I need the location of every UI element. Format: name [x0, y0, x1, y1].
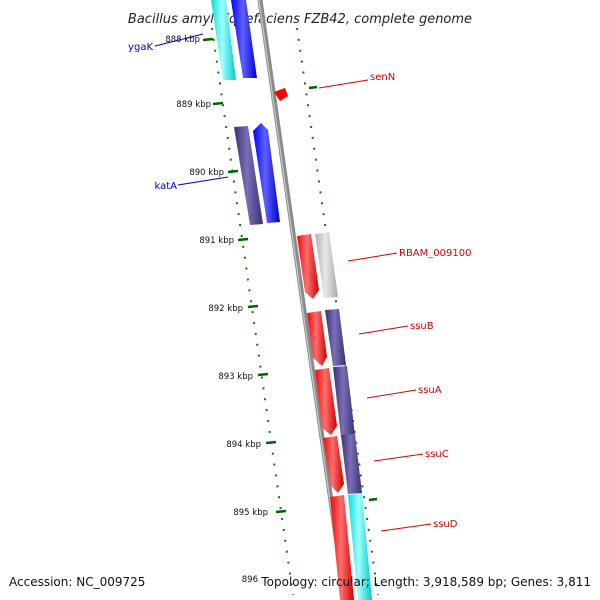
tick-889 — [212, 101, 224, 106]
ssuD-leader — [380, 523, 432, 532]
tick-label-896: 896 — [242, 575, 258, 585]
tick-label-889: 889 kbp — [176, 100, 211, 110]
gene-label-ssuA[interactable]: ssuA — [418, 385, 442, 396]
tick-label-888: 888 kbp — [165, 35, 200, 45]
tick-890 — [227, 169, 239, 174]
gene-label-ygaK[interactable]: ygaK — [128, 42, 153, 53]
ssuD-red-arrow[interactable] — [330, 495, 354, 600]
tick-895 — [275, 509, 287, 514]
katA-leader — [177, 176, 229, 186]
tick-894 — [265, 440, 277, 445]
RBAM-leader — [347, 252, 398, 262]
ygaK-leader — [154, 33, 204, 47]
RBAM-009100-grey-bar[interactable] — [315, 232, 338, 298]
tick-label-892: 892 kbp — [208, 304, 243, 314]
ssuA-red-arrow[interactable] — [315, 368, 337, 435]
gene-label-ssuC[interactable]: ssuC — [425, 449, 449, 460]
ssuB-navy-bar[interactable] — [325, 309, 346, 366]
topology-text: Topology: circular; Length: 3,918,589 bp… — [260, 575, 591, 589]
tick-891 — [237, 237, 249, 242]
senN-leader — [318, 79, 369, 89]
katA-blue-arrow[interactable] — [253, 123, 280, 223]
ssuB-leader — [358, 325, 409, 335]
ssuD-cyan-bar[interactable] — [348, 493, 372, 600]
tick-893 — [257, 372, 269, 377]
ygaK-cyan-bar[interactable] — [211, 0, 236, 80]
gene-label-ssuD[interactable]: ssuD — [433, 519, 458, 530]
map-title: Bacillus amyloliquefaciens FZB42, comple… — [128, 12, 472, 27]
gene-label-katA[interactable]: katA — [154, 181, 177, 192]
kbp-ticks — [202, 37, 378, 514]
leader-lines — [154, 33, 432, 532]
tick-892 — [247, 304, 259, 309]
ssuC-red-arrow[interactable] — [323, 436, 344, 493]
gene-label-senN[interactable]: senN — [370, 72, 395, 83]
outer-guide-left — [211, 27, 294, 596]
RBAM-009100-red-arrow[interactable] — [297, 234, 319, 299]
tick-label-895: 895 kbp — [233, 508, 268, 518]
gene-label-RBAM_009100[interactable]: RBAM_009100 — [399, 248, 471, 259]
right-strand-features — [274, 88, 372, 600]
senN-arrow[interactable] — [274, 88, 288, 101]
kbp-labels: 888 kbp 889 kbp 890 kbp 891 kbp 892 kbp … — [165, 35, 268, 585]
ssuB-red-arrow[interactable] — [307, 311, 327, 366]
tick-888 — [202, 37, 214, 42]
ssuC-leader — [373, 453, 424, 462]
ssuA-leader — [366, 389, 417, 399]
left-strand-features — [211, 0, 280, 225]
tick-label-891: 891 kbp — [199, 236, 234, 246]
tick-label-890: 890 kbp — [189, 168, 224, 178]
accession-text: Accession: NC_009725 — [9, 575, 145, 589]
ssuA-navy-bar[interactable] — [333, 366, 355, 437]
gene-labels: ygaK senN katA RBAM_009100 ssuB ssuA ssu… — [128, 42, 471, 530]
backbone-highlight — [258, 0, 345, 600]
katA-navy-bar[interactable] — [234, 126, 263, 225]
gene-label-ssuB[interactable]: ssuB — [410, 321, 434, 332]
ssuC-navy-bar[interactable] — [341, 434, 362, 494]
tick-label-894: 894 kbp — [226, 440, 261, 450]
tick-label-893: 893 kbp — [218, 372, 253, 382]
ygaK-blue-arrow[interactable] — [231, 0, 257, 78]
tick-right-2 — [368, 497, 378, 502]
tick-right-1 — [308, 85, 318, 90]
